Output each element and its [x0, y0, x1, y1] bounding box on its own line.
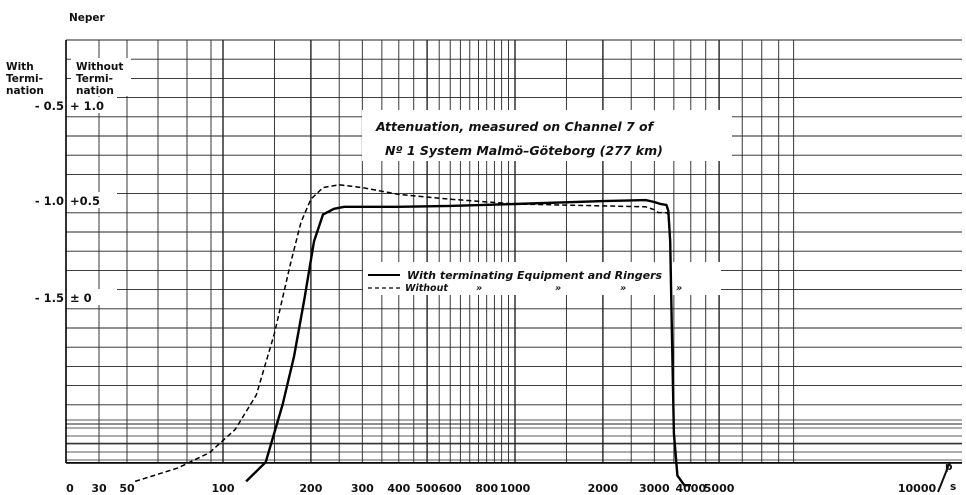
x-tick-label: 200 [299, 482, 322, 495]
legend: With terminating Equipment and Ringers W… [363, 262, 721, 295]
y-tick-with-1.0: - 1.0 [35, 194, 64, 208]
series-group [134, 184, 691, 487]
unit-label: Neper [69, 12, 106, 24]
y-tick-without-0.5: +0.5 [70, 194, 100, 208]
y-tick-with-1.5: - 1.5 [35, 291, 64, 305]
x-tick-label: 800 [475, 482, 498, 495]
x-tick-label: 0 [66, 482, 74, 495]
x-tick-label: 3000 [639, 482, 670, 495]
y-header-without-2: Termi- [76, 73, 113, 85]
legend-ditto-4: » [676, 283, 682, 294]
y-tick-without-1.0: + 1.0 [70, 99, 104, 113]
frequency-unit-slash [937, 461, 951, 493]
legend-ditto-2: » [555, 283, 561, 294]
x-tick-label: 4000 [675, 482, 706, 495]
x-tick-label-group: 0 30 50 100 200 300 400 500 600 800 1000 2000 3000 40… [66, 482, 936, 495]
x-tick-label: 500 [416, 482, 439, 495]
series-with-termination-line [245, 198, 691, 487]
x-tick-label: 30 [91, 482, 107, 495]
legend-with-label: With terminating Equipment and Ringers [407, 269, 663, 282]
x-tick-label: 10000 [898, 482, 937, 495]
x-tick-label: 5000 [704, 482, 735, 495]
annotation-line-2: Nº 1 System Malmö–Göteborg (277 km) [385, 143, 663, 158]
x-tick-label: 300 [351, 482, 374, 495]
y-tick-background-3 [67, 289, 117, 305]
y-tick-label-group: - 0.5 - 1.0 - 1.5 + 1.0 +0.5 ± 0 [35, 97, 117, 305]
x-tick-label: 2000 [588, 482, 619, 495]
x-tick-label: 400 [387, 482, 410, 495]
y-tick-with-0.5: - 0.5 [35, 99, 64, 113]
y-tick-background-1 [67, 97, 117, 113]
y-tick-without-0: ± 0 [70, 291, 92, 305]
y-header-without-1: Without [76, 61, 123, 73]
y-header-with-1: With [6, 61, 34, 73]
x-tick-label: 1000 [500, 482, 531, 495]
y-header-with-2: Termi- [6, 73, 43, 85]
x-tick-label: 600 [439, 482, 462, 495]
x-tick-label: 50 [119, 482, 135, 495]
y-header-without-background [71, 58, 131, 96]
legend-ditto-1: » [476, 283, 482, 294]
legend-without-label: Without [405, 283, 448, 294]
legend-ditto-3: » [620, 283, 626, 294]
chart-grid [65, 39, 962, 464]
frequency-unit: p s [937, 461, 956, 493]
frequency-unit-denominator: s [950, 481, 956, 493]
y-header-without-box: Without Termi- nation [71, 58, 131, 97]
x-tick-label: 100 [212, 482, 235, 495]
annotation-box: Attenuation, measured on Channel 7 of Nº… [362, 110, 732, 161]
legend-background [363, 262, 721, 295]
y-header-with-3: nation [6, 85, 44, 97]
annotation-background [362, 110, 732, 161]
y-header-without-3: nation [76, 85, 114, 97]
annotation-line-1: Attenuation, measured on Channel 7 of [375, 119, 655, 134]
series-without-termination-line [134, 184, 691, 486]
y-tick-background-2 [67, 192, 117, 208]
